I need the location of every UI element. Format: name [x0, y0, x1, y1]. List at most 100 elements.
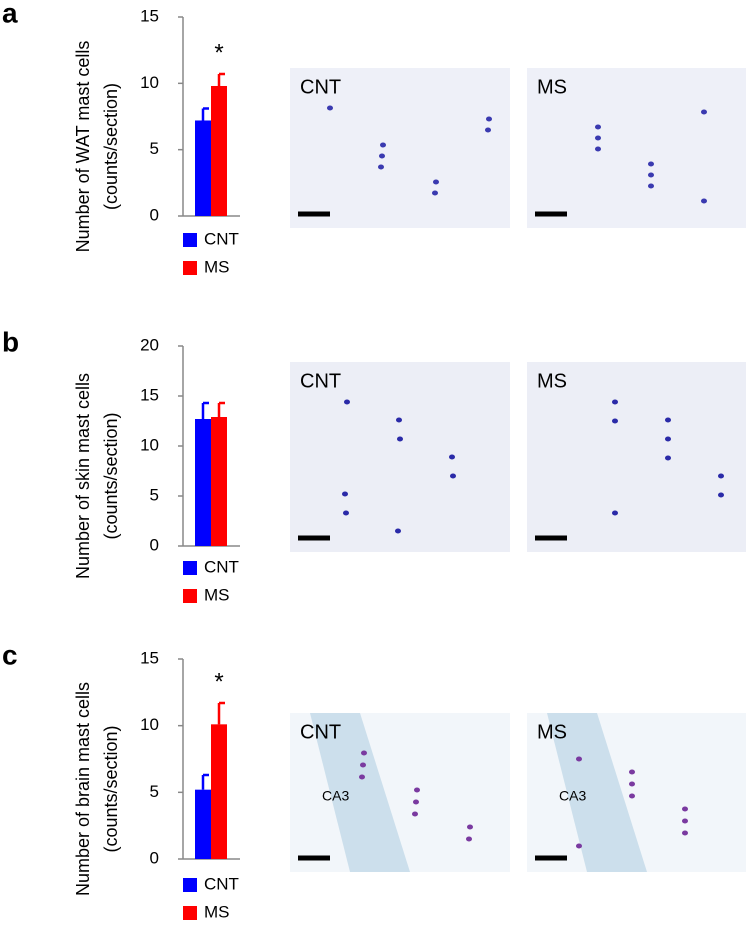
mast-cell — [327, 105, 333, 111]
mast-cell — [682, 818, 688, 824]
mast-cell — [412, 811, 418, 817]
bar — [211, 724, 227, 859]
bar — [211, 85, 227, 216]
micrograph-label: CNT — [300, 76, 341, 98]
mast-cell — [380, 142, 386, 148]
legend-label: CNT — [204, 557, 239, 576]
y-axis-label: (counts/section) — [101, 412, 121, 539]
mast-cell — [665, 455, 671, 461]
mast-cell — [449, 454, 455, 460]
mast-cell — [414, 787, 420, 793]
bar — [211, 417, 227, 546]
legend-swatch — [183, 261, 197, 275]
mast-cell — [701, 109, 707, 115]
y-axis-label: Number of skin mast cells — [73, 373, 93, 579]
mast-cell — [432, 190, 438, 196]
mast-cell — [648, 161, 654, 167]
legend-label: MS — [204, 585, 230, 604]
panel-label: a — [2, 0, 18, 28]
y-tick-label: 15 — [140, 648, 159, 667]
micrograph — [527, 362, 746, 552]
tissue-band — [547, 713, 647, 872]
micrograph — [290, 362, 510, 552]
micrograph-label: MS — [537, 76, 567, 98]
micrograph-label: CNT — [300, 721, 341, 743]
mast-cell — [718, 473, 724, 479]
legend-swatch — [183, 906, 197, 920]
mast-cell — [612, 399, 618, 405]
mast-cell — [397, 436, 403, 442]
mast-cell — [718, 492, 724, 498]
mast-cell — [682, 830, 688, 836]
y-tick-label: 10 — [140, 715, 159, 734]
legend-swatch — [183, 589, 197, 603]
mast-cell — [360, 762, 366, 768]
legend-label: CNT — [204, 229, 239, 248]
mast-cell — [648, 183, 654, 189]
significance: * — [214, 39, 223, 66]
tissue-band — [310, 713, 410, 872]
panel-label: b — [2, 326, 19, 357]
legend-swatch — [183, 233, 197, 247]
y-tick-label: 15 — [140, 385, 159, 404]
mast-cell — [395, 528, 401, 534]
mast-cell — [595, 135, 601, 141]
y-tick-label: 5 — [150, 782, 159, 801]
mast-cell — [595, 146, 601, 152]
error-bar — [201, 107, 209, 121]
error-bar — [217, 72, 225, 86]
mast-cell — [413, 799, 419, 805]
micrograph-label: MS — [537, 721, 567, 743]
mast-cell — [344, 399, 350, 405]
mast-cell — [396, 417, 402, 423]
region-label: CA3 — [559, 788, 586, 804]
error-bar — [217, 401, 225, 417]
mast-cell — [629, 781, 635, 787]
region-label: CA3 — [322, 788, 349, 804]
y-tick-label: 10 — [140, 73, 159, 92]
mast-cell — [665, 417, 671, 423]
y-tick-label: 5 — [150, 485, 159, 504]
mast-cell — [359, 774, 365, 780]
mast-cell — [378, 164, 384, 170]
y-axis-label: Number of brain mast cells — [73, 682, 93, 896]
mast-cell — [629, 793, 635, 799]
mast-cell — [342, 491, 348, 497]
micrograph-label: CNT — [300, 370, 341, 392]
mast-cell — [612, 510, 618, 516]
legend-label: MS — [204, 257, 230, 276]
legend-swatch — [183, 561, 197, 575]
mast-cell — [485, 127, 491, 133]
error-bar — [217, 701, 225, 725]
y-tick-label: 15 — [140, 6, 159, 25]
mast-cell — [379, 153, 385, 159]
mast-cell — [433, 179, 439, 185]
legend-swatch — [183, 878, 197, 892]
mast-cell — [361, 750, 367, 756]
panel-label: c — [2, 639, 18, 670]
mast-cell — [450, 473, 456, 479]
error-bar — [201, 401, 209, 419]
mast-cell — [612, 418, 618, 424]
y-tick-label: 0 — [150, 535, 159, 554]
micrograph-label: MS — [537, 370, 567, 392]
y-axis-label: Number of WAT mast cells — [73, 41, 93, 253]
mast-cell — [648, 172, 654, 178]
legend-label: MS — [204, 902, 230, 921]
error-bar — [201, 773, 209, 790]
micrograph — [290, 68, 510, 228]
bar — [195, 120, 211, 216]
y-axis-label: (counts/section) — [101, 83, 121, 210]
bar — [195, 419, 211, 546]
mast-cell — [595, 124, 601, 130]
mast-cell — [576, 843, 582, 849]
legend-label: CNT — [204, 874, 239, 893]
y-tick-label: 20 — [140, 335, 159, 354]
y-axis-label: (counts/section) — [101, 725, 121, 852]
mast-cell — [665, 436, 671, 442]
mast-cell — [486, 116, 492, 122]
mast-cell — [343, 510, 349, 516]
y-tick-label: 10 — [140, 435, 159, 454]
mast-cell — [701, 198, 707, 204]
